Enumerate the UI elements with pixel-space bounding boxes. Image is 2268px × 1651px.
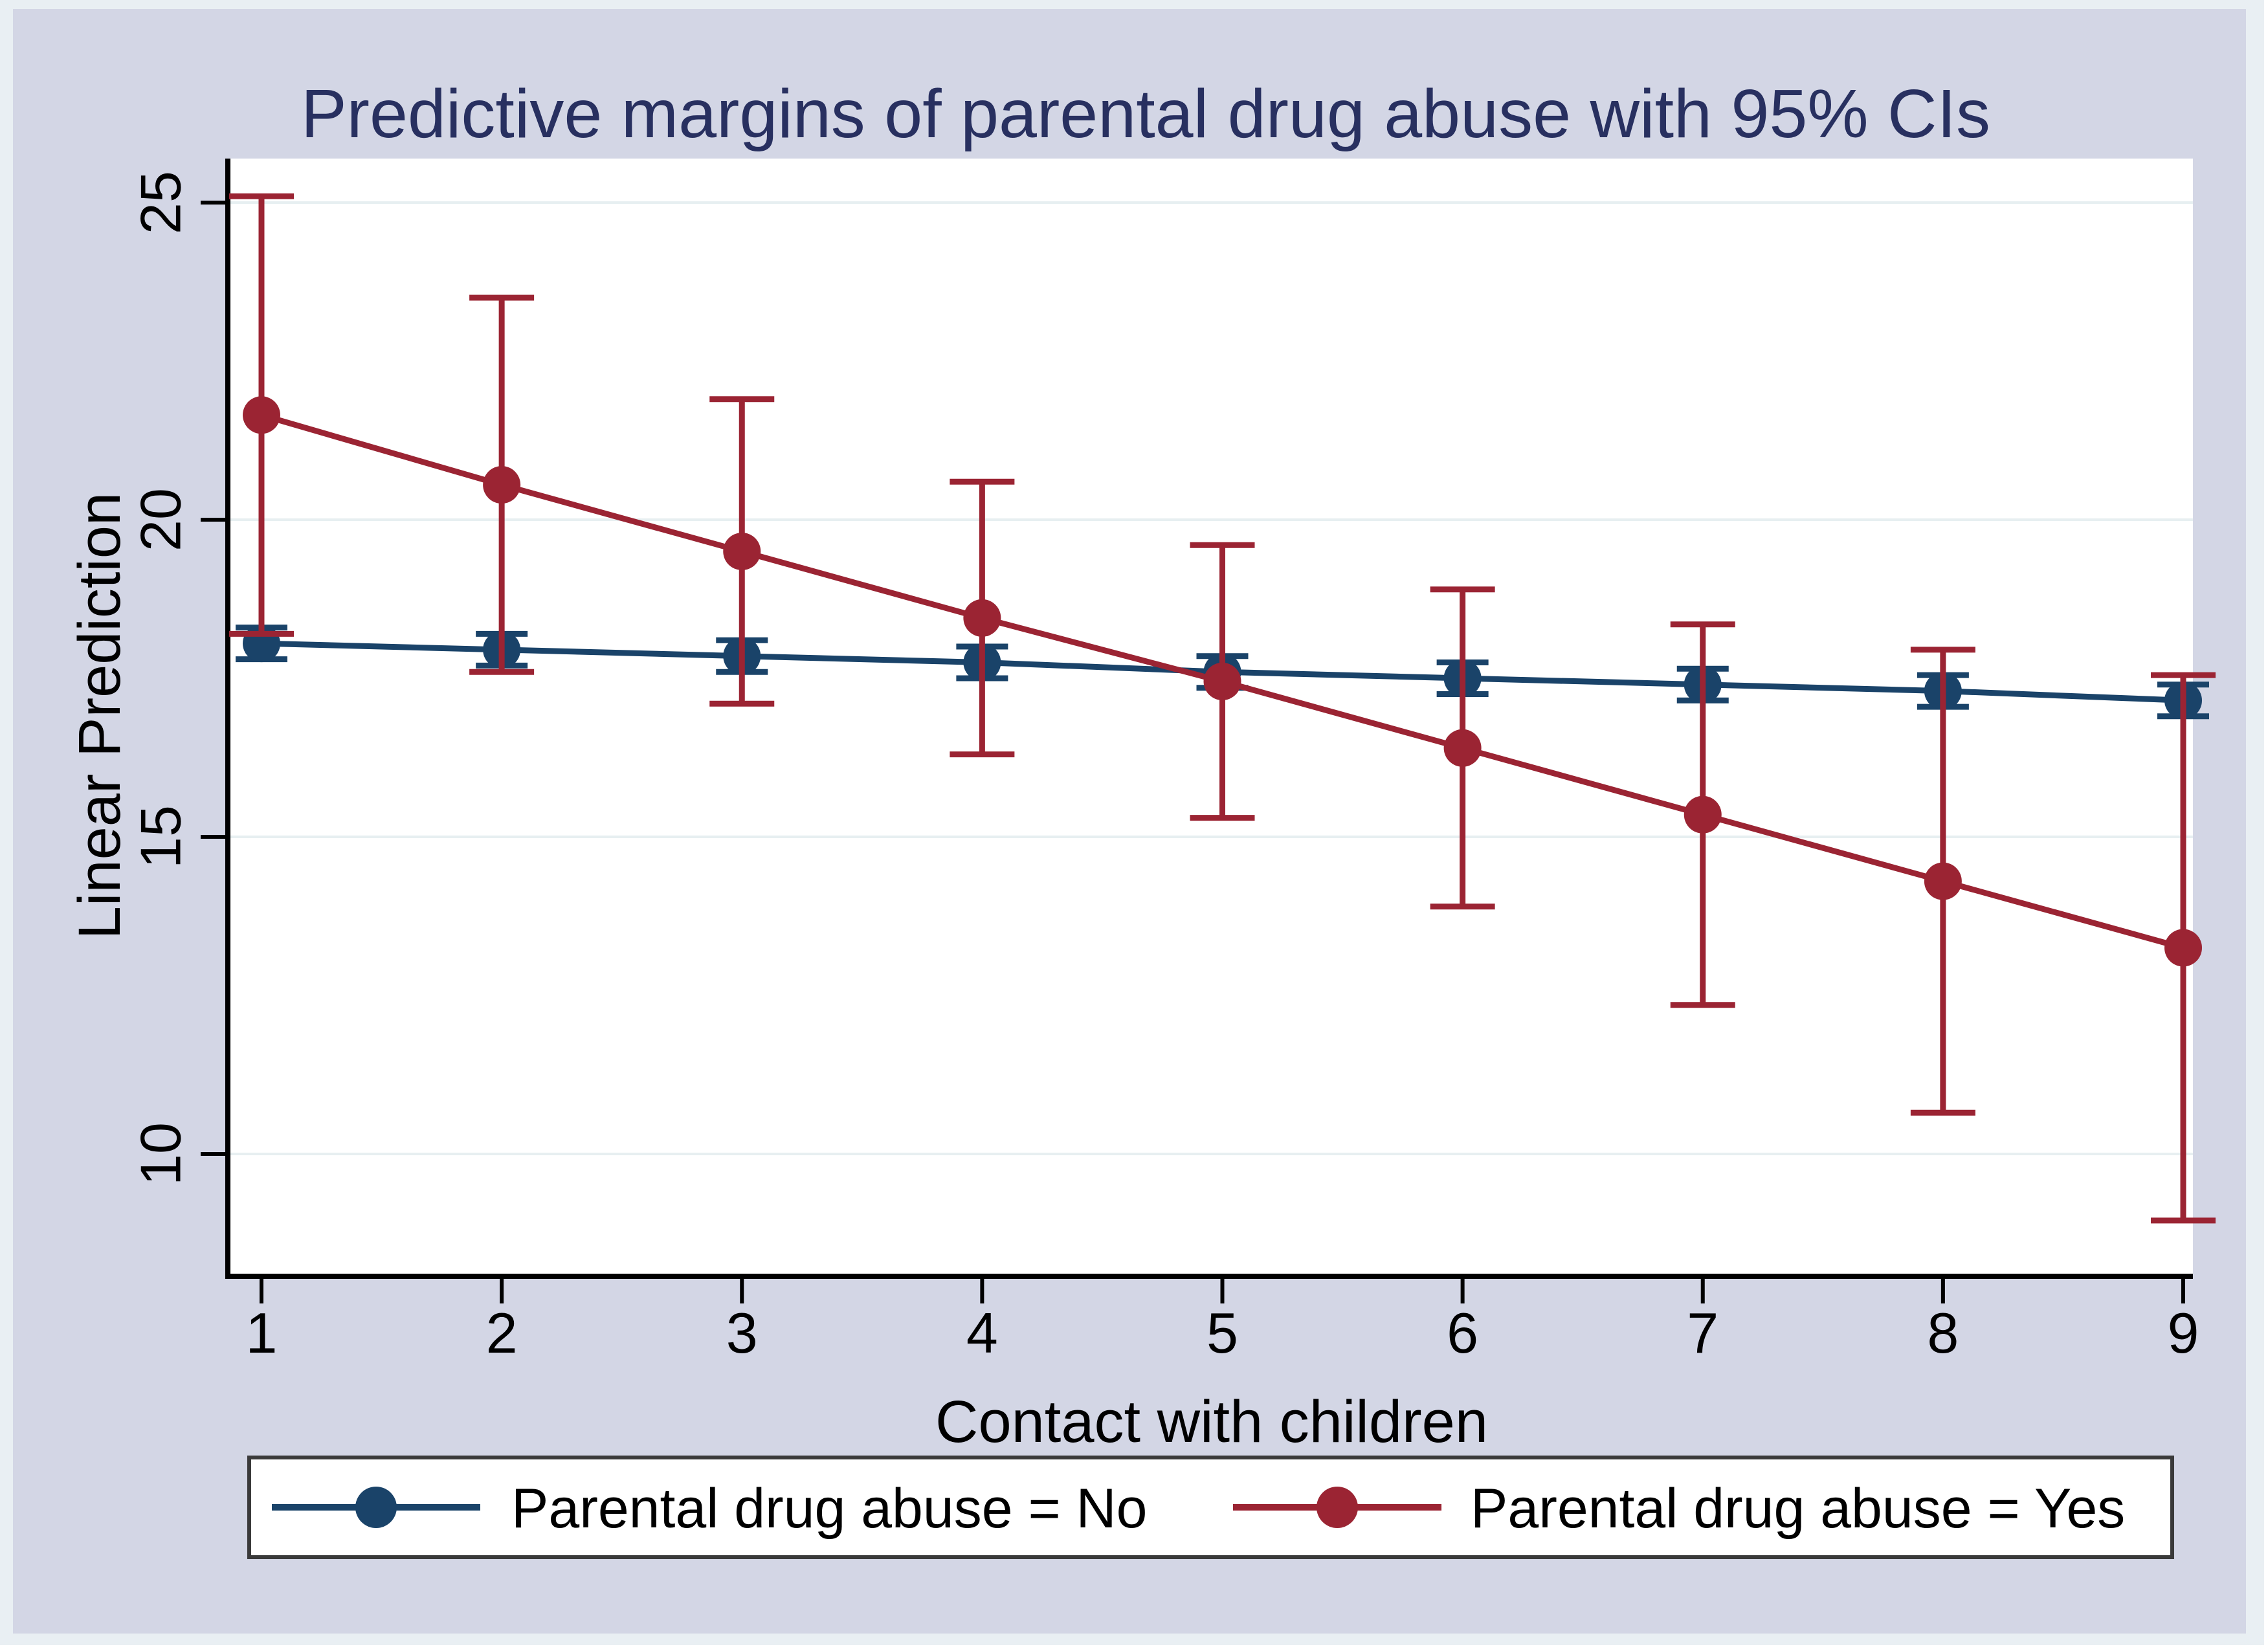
marker-yes-5 — [1203, 662, 1241, 700]
x-tick-label-9: 9 — [2168, 1301, 2199, 1365]
y-axis-title: Linear Prediction — [67, 493, 133, 939]
series-yes — [229, 193, 2216, 1224]
x-tick-label-2: 2 — [486, 1301, 518, 1365]
legend-marker — [1317, 1487, 1358, 1528]
legend-marker — [355, 1487, 397, 1528]
marker-yes-8 — [1924, 862, 1962, 900]
y-tick-label-15: 15 — [128, 805, 192, 869]
y-tick-label-20: 20 — [128, 488, 192, 551]
marker-yes-9 — [2164, 929, 2202, 967]
x-tick-label-8: 8 — [1927, 1301, 1959, 1365]
x-axis-title: Contact with children — [935, 1389, 1488, 1455]
data-series — [229, 193, 2216, 1224]
marker-yes-7 — [1684, 795, 1722, 834]
legend-label-yes: Parental drug abuse = Yes — [1471, 1478, 2125, 1540]
legend-box — [247, 1456, 2174, 1559]
legend: Parental drug abuse = No Parental drug a… — [247, 1456, 2174, 1559]
plot-area — [230, 159, 2193, 1274]
legend-symbol-yes — [1233, 1487, 1441, 1528]
x-tick-label-7: 7 — [1687, 1301, 1718, 1365]
x-tick-label-5: 5 — [1206, 1301, 1238, 1365]
tick-marks-and-labels: 10 15 20 25 1 2 3 4 5 6 7 8 9 — [128, 171, 2199, 1365]
x-tick-label-4: 4 — [966, 1301, 998, 1365]
marker-yes-6 — [1443, 729, 1482, 767]
legend-label-no: Parental drug abuse = No — [511, 1478, 1148, 1540]
marker-yes-1 — [243, 396, 280, 434]
axes — [225, 159, 2193, 1279]
x-tick-label-3: 3 — [726, 1301, 758, 1365]
gridlines — [230, 201, 2193, 1155]
marker-yes-4 — [963, 599, 1001, 637]
marker-yes-2 — [483, 466, 521, 504]
chart-title: Predictive margins of parental drug abus… — [301, 76, 1990, 152]
y-tick-label-25: 25 — [128, 171, 192, 234]
x-tick-label-6: 6 — [1447, 1301, 1478, 1365]
marker-yes-3 — [723, 533, 761, 570]
legend-symbol-no — [272, 1487, 480, 1528]
y-tick-label-10: 10 — [128, 1122, 192, 1186]
x-tick-label-1: 1 — [246, 1301, 278, 1365]
